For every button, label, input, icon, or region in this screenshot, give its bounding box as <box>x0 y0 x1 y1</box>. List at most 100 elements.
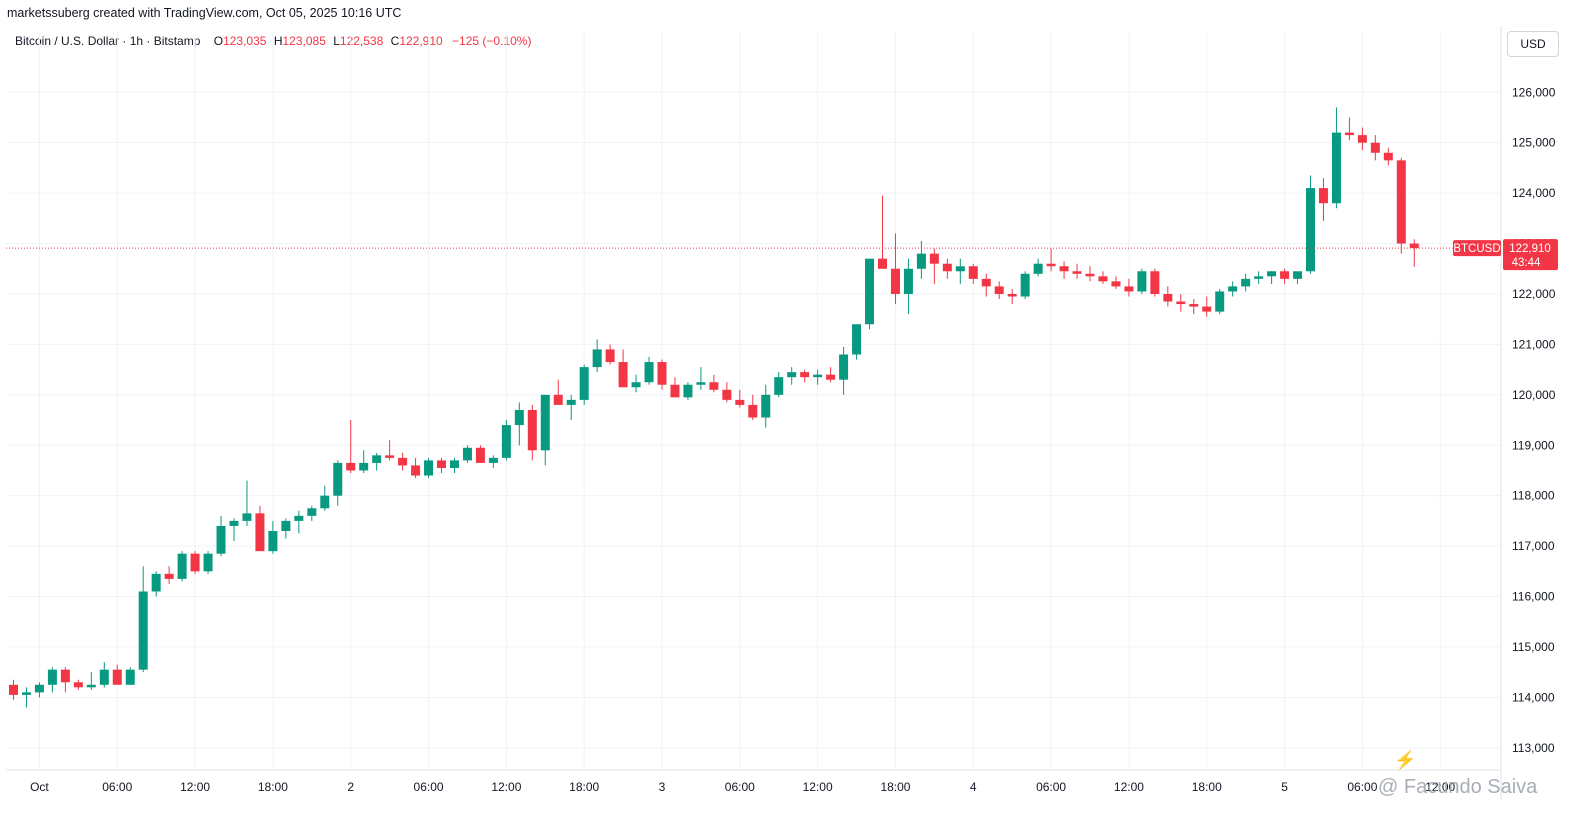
candle-body <box>735 399 745 405</box>
candle <box>1176 293 1186 312</box>
candle-body <box>813 374 823 378</box>
candle-body <box>994 286 1004 294</box>
candle-body <box>1085 273 1095 277</box>
candle <box>203 551 213 574</box>
candle <box>1254 271 1264 284</box>
candle-body <box>424 460 434 476</box>
candle-body <box>1202 306 1212 312</box>
candle <box>177 551 187 582</box>
candle-body <box>1241 278 1251 287</box>
candle <box>1020 271 1030 300</box>
candle <box>1306 175 1315 274</box>
candle-body <box>294 515 304 521</box>
candle-body <box>138 591 148 670</box>
candle-body <box>307 508 317 516</box>
candle <box>255 505 265 552</box>
symbol-tag-label: BTCUSD <box>1453 243 1500 255</box>
candle <box>216 515 226 557</box>
candle-body <box>890 268 900 294</box>
candles <box>9 107 1419 708</box>
symbol-tag <box>1453 240 1501 257</box>
candle-body <box>916 253 926 269</box>
candle-body <box>903 268 913 294</box>
candle <box>1267 271 1277 284</box>
candle <box>1396 157 1406 254</box>
candle-body <box>320 495 330 509</box>
candle-body <box>800 372 810 378</box>
candle <box>1357 127 1367 151</box>
candle-body <box>177 553 187 579</box>
candle-body <box>125 669 135 685</box>
candle <box>1098 271 1108 284</box>
candle <box>877 195 887 269</box>
candle <box>86 672 96 690</box>
candle-body <box>1344 132 1354 136</box>
candle <box>164 566 174 584</box>
y-tick-label: 125,000 <box>1512 136 1556 150</box>
x-tick-label: 06:00 <box>414 780 444 794</box>
candle-body <box>372 455 382 463</box>
candle <box>618 349 628 388</box>
candle-body <box>709 382 719 390</box>
candle <box>981 273 991 297</box>
candle <box>320 485 330 511</box>
candle-body <box>877 258 887 269</box>
currency-button[interactable]: USD <box>1507 31 1559 57</box>
x-tick-label: 2 <box>347 780 354 794</box>
candle-body <box>1280 271 1290 279</box>
candle <box>281 518 291 539</box>
candle-body <box>929 253 939 264</box>
candle-body <box>151 573 161 592</box>
candle <box>372 452 382 471</box>
candle-body <box>333 462 343 496</box>
candle <box>1163 286 1173 307</box>
open-value: 123,035 <box>223 34 267 48</box>
candle-body <box>1189 304 1199 307</box>
x-tick-label: 06:00 <box>725 780 755 794</box>
candle <box>761 384 771 428</box>
candle-body <box>60 669 70 683</box>
candle-body <box>1163 293 1173 302</box>
candle <box>1370 135 1380 161</box>
symbol-title[interactable]: Bitcoin / U.S. Dollar · 1h · Bitstamp <box>15 34 201 48</box>
candle-body <box>787 372 797 378</box>
candle-body <box>1007 293 1017 297</box>
y-tick-label: 113,000 <box>1512 741 1555 755</box>
candle-body <box>268 530 278 552</box>
candle-body <box>1137 271 1147 292</box>
candle <box>333 460 343 506</box>
candle <box>1318 177 1328 221</box>
candle-body <box>359 462 369 471</box>
candle-body <box>670 384 680 398</box>
candle-body <box>1306 188 1315 272</box>
candle-body <box>281 520 291 531</box>
chart-credit: marketssuberg created with TradingView.c… <box>7 6 402 20</box>
candle-body <box>981 278 991 287</box>
candle <box>774 372 784 398</box>
x-tick-label: 18:00 <box>1192 780 1222 794</box>
candle <box>462 445 472 463</box>
candle-body <box>1150 271 1160 294</box>
high-value: 123,085 <box>282 34 326 48</box>
candle <box>1409 239 1419 267</box>
candle-body <box>527 409 537 451</box>
candle-body <box>1020 273 1030 297</box>
candle <box>1085 266 1095 282</box>
candle <box>709 374 719 393</box>
candle-body <box>1254 276 1264 279</box>
x-tick-label: 12:00 <box>1425 780 1455 794</box>
candle <box>1241 273 1251 292</box>
chart-grid <box>6 32 1500 770</box>
candle <box>1033 258 1043 277</box>
candle <box>852 324 862 360</box>
open-label: O <box>213 34 224 48</box>
candle <box>748 394 758 421</box>
candle <box>47 667 57 693</box>
candle-body <box>398 457 408 466</box>
candle <box>411 457 421 479</box>
candle <box>553 379 563 405</box>
symbol-legend: Bitcoin / U.S. Dollar · 1h · Bitstamp O1… <box>15 34 531 48</box>
candle <box>125 667 135 685</box>
candle-body <box>1098 276 1108 282</box>
